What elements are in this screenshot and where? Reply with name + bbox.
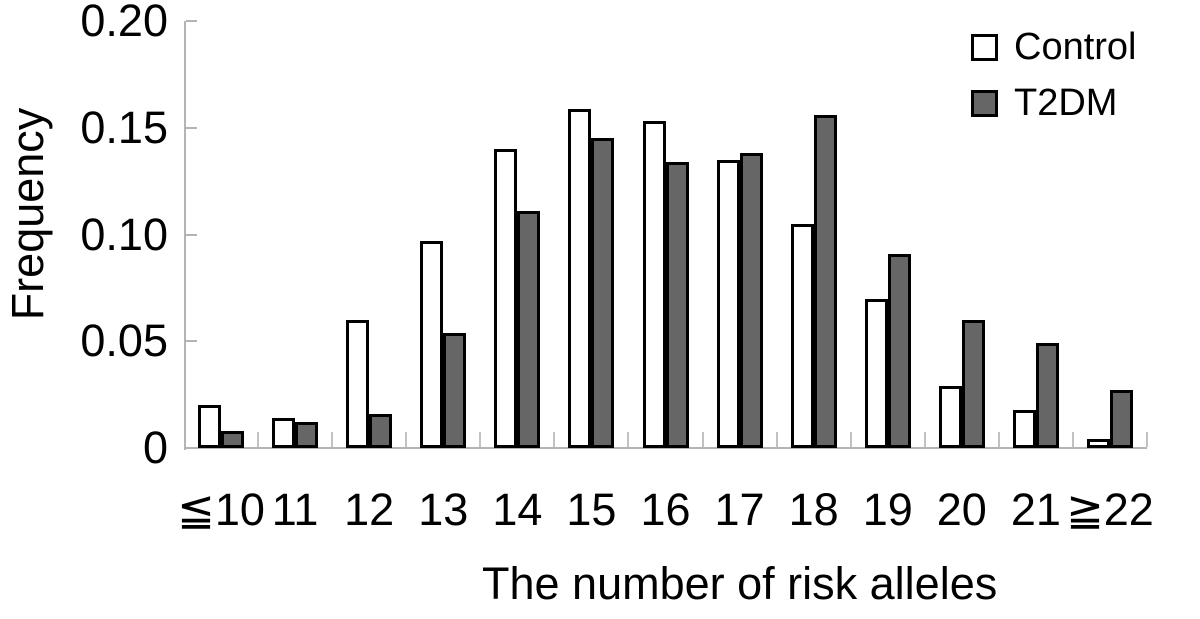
bar-t2dm-1 <box>295 422 319 448</box>
bar-control-9 <box>864 299 888 448</box>
legend-item-control: Control <box>971 27 1137 67</box>
x-axis-line <box>184 447 1147 449</box>
legend-swatch <box>971 33 998 61</box>
y-tick-label: 0.10 <box>80 208 168 260</box>
legend-label: Control <box>1014 26 1137 68</box>
bar-control-2 <box>346 320 370 448</box>
x-axis-tick <box>1146 432 1148 447</box>
x-axis-title: The number of risk alleles <box>482 558 998 609</box>
x-tick-label: 16 <box>640 484 691 535</box>
bar-t2dm-12 <box>1109 390 1133 448</box>
bar-t2dm-10 <box>961 320 985 448</box>
x-axis-tick <box>849 432 852 447</box>
x-tick-label: 21 <box>1010 484 1061 535</box>
x-tick-label: ≧22 <box>1066 484 1154 535</box>
x-tick-label: 17 <box>714 484 765 535</box>
y-tick-label: 0.15 <box>80 101 168 153</box>
x-axis-tick <box>257 432 260 447</box>
y-tick-label: 0.05 <box>80 315 168 367</box>
x-tick-label: 12 <box>344 484 395 535</box>
bar-control-7 <box>716 160 740 448</box>
bar-t2dm-3 <box>443 333 467 448</box>
legend-swatch <box>971 89 998 117</box>
bar-control-11 <box>1012 410 1036 448</box>
bar-control-8 <box>790 224 814 448</box>
x-tick-label: 15 <box>566 484 617 535</box>
y-axis-line <box>184 21 186 450</box>
bar-control-4 <box>494 149 518 448</box>
bar-t2dm-5 <box>591 138 615 448</box>
x-axis-tick <box>701 432 704 447</box>
bar-t2dm-0 <box>221 431 245 448</box>
bar-t2dm-7 <box>739 153 763 448</box>
x-tick-label: 11 <box>271 484 319 535</box>
x-tick-label: 13 <box>418 484 469 535</box>
bar-control-5 <box>568 109 592 448</box>
bar-t2dm-2 <box>369 414 393 448</box>
y-axis-tick <box>186 233 197 236</box>
y-axis-tick <box>186 340 197 343</box>
x-axis-tick <box>627 432 630 447</box>
legend-item-t2dm: T2DM <box>971 83 1137 123</box>
x-tick-label: 20 <box>936 484 987 535</box>
plot-area <box>184 20 1148 450</box>
bar-control-6 <box>642 121 666 448</box>
x-tick-label: 14 <box>492 484 543 535</box>
bar-control-10 <box>938 386 962 448</box>
x-tick-label: 19 <box>862 484 913 535</box>
x-axis-tick <box>331 432 334 447</box>
y-axis-tick <box>186 126 197 129</box>
x-tick-label: 18 <box>788 484 839 535</box>
bar-t2dm-4 <box>517 211 541 448</box>
x-axis-tick <box>923 432 926 447</box>
legend: Control T2DM <box>971 27 1137 139</box>
x-axis-tick <box>1071 432 1074 447</box>
x-axis-tick <box>405 432 408 447</box>
bar-t2dm-11 <box>1035 343 1059 448</box>
bar-t2dm-8 <box>813 115 837 448</box>
y-tick-label: 0 <box>142 422 168 473</box>
x-axis-tick <box>775 432 778 447</box>
bar-control-3 <box>420 241 444 448</box>
y-axis-tick <box>186 20 197 22</box>
x-axis-tick <box>553 432 556 447</box>
x-axis-tick <box>479 432 482 447</box>
bar-t2dm-6 <box>665 162 689 448</box>
x-axis-tick <box>997 432 1000 447</box>
x-tick-label: ≦10 <box>177 484 265 535</box>
bar-control-12 <box>1086 439 1110 448</box>
bar-control-0 <box>198 405 222 448</box>
legend-label: T2DM <box>1014 82 1118 124</box>
bar-control-1 <box>272 418 296 448</box>
bar-t2dm-9 <box>887 254 911 448</box>
y-tick-label: 0.20 <box>80 0 168 46</box>
